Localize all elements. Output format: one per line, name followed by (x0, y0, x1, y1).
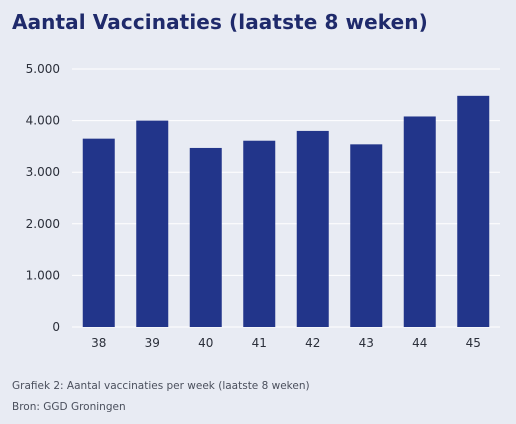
bar-week-41 (243, 140, 276, 327)
x-tick-label: 43 (359, 336, 374, 350)
x-tick-label: 42 (305, 336, 320, 350)
chart-title: Aantal Vaccinaties (laatste 8 weken) (12, 10, 428, 34)
y-tick-label: 1.000 (26, 268, 60, 282)
x-axis-ticks: 38 39 40 41 42 43 44 45 (91, 336, 481, 350)
bar-week-40 (189, 147, 222, 327)
bar-week-44 (403, 116, 436, 327)
bar-week-43 (350, 144, 383, 327)
x-tick-label: 41 (252, 336, 267, 350)
chart-caption: Grafiek 2: Aantal vaccinaties per week (… (12, 380, 310, 392)
x-tick-label: 45 (466, 336, 481, 350)
x-tick-label: 44 (412, 336, 427, 350)
x-tick-label: 39 (145, 336, 160, 350)
x-tick-label: 38 (91, 336, 106, 350)
y-tick-label: 4.000 (26, 114, 60, 128)
y-axis-ticks: 0 1.000 2.000 3.000 4.000 5.000 (26, 62, 60, 334)
chart-source: Bron: GGD Groningen (12, 401, 126, 413)
y-tick-label: 0 (52, 320, 60, 334)
y-tick-label: 5.000 (26, 62, 60, 76)
y-tick-label: 2.000 (26, 217, 60, 231)
x-tick-label: 40 (198, 336, 213, 350)
y-tick-label: 3.000 (26, 165, 60, 179)
bar-week-39 (136, 120, 169, 327)
bars (82, 95, 490, 327)
bar-week-38 (82, 138, 115, 327)
gridlines (72, 68, 500, 328)
bar-week-42 (296, 130, 329, 327)
bar-week-45 (457, 95, 490, 327)
